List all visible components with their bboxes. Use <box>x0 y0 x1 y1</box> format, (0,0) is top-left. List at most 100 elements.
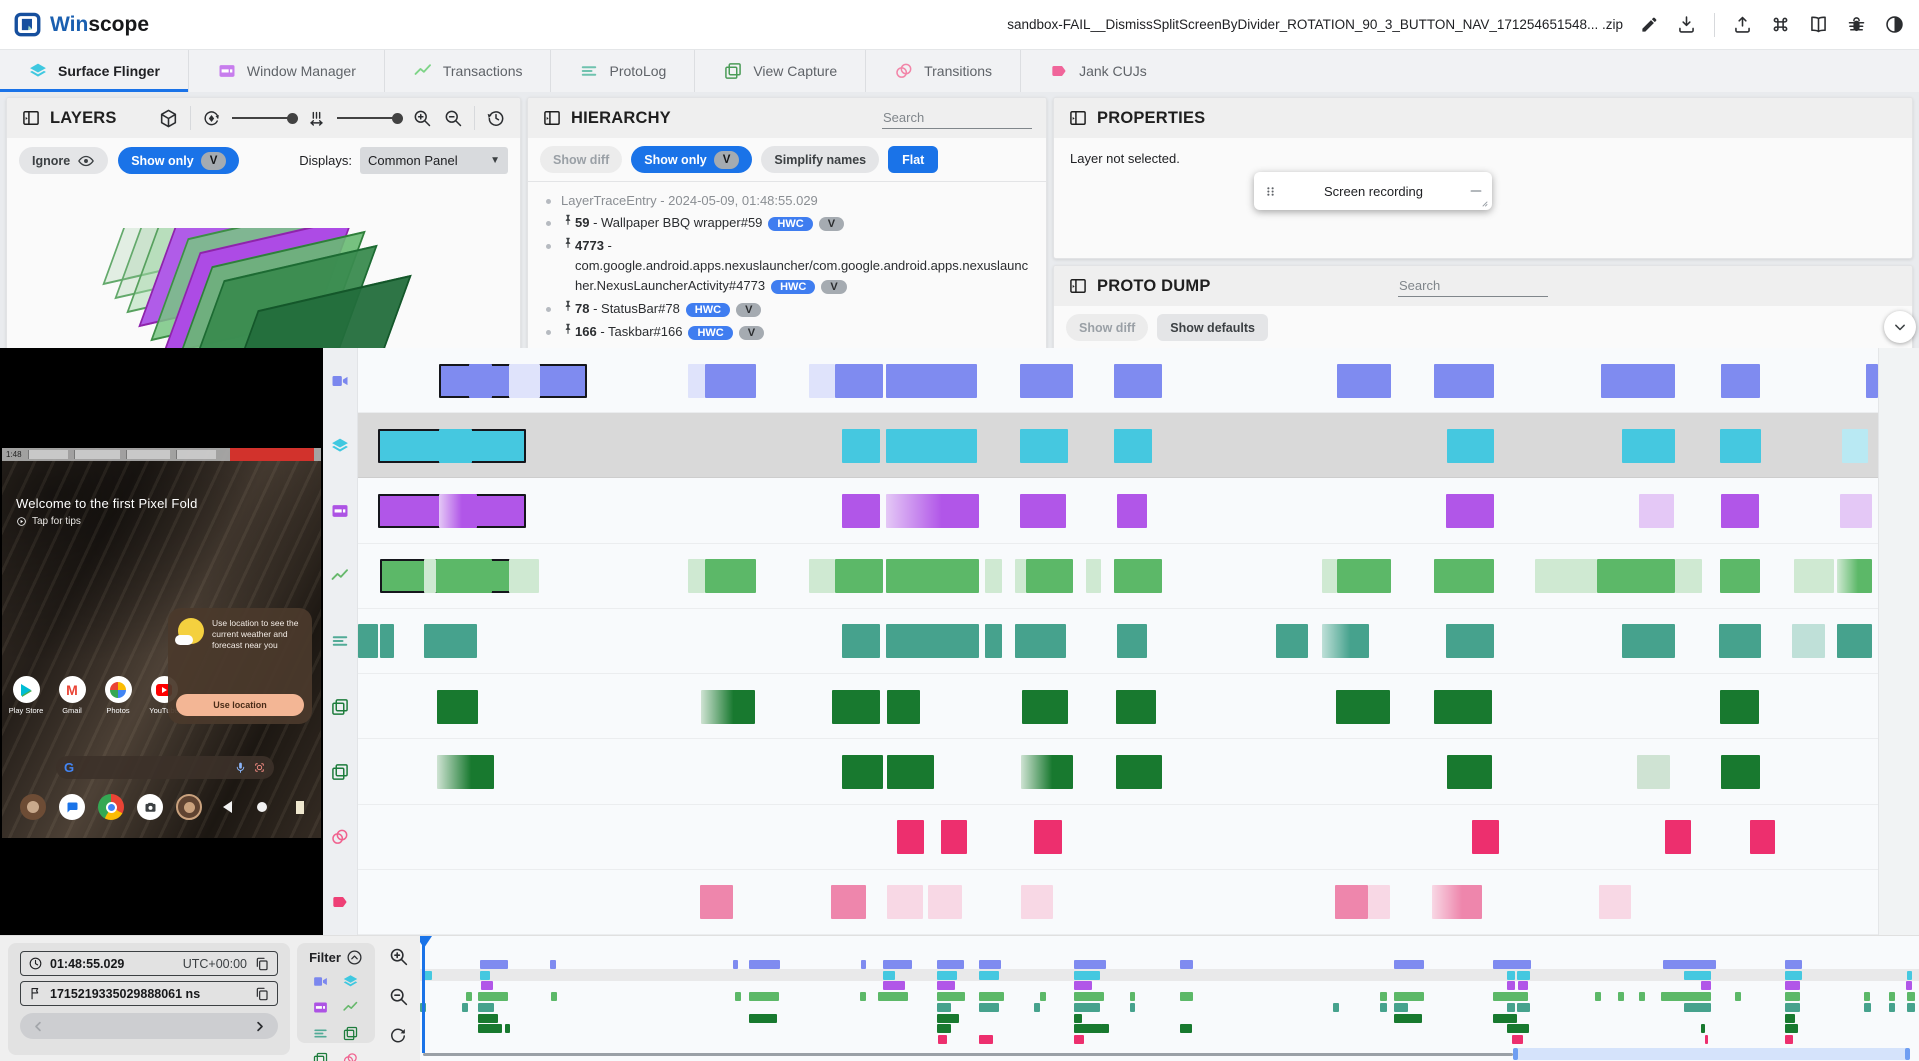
trace-entry-block[interactable] <box>688 363 705 398</box>
trace-entry-block[interactable] <box>1026 559 1073 594</box>
trace-entry-block[interactable] <box>1637 754 1670 789</box>
show-defaults-button[interactable]: Show defaults <box>1157 314 1268 341</box>
minimap-zoom-out-button[interactable] <box>388 986 409 1007</box>
trace-entry-block[interactable] <box>842 493 880 528</box>
trace-entry-block[interactable] <box>1021 885 1053 920</box>
trace-entry-block[interactable] <box>1117 493 1147 528</box>
human-time-field[interactable]: 01:48:55.029 UTC+00:00 <box>20 951 278 976</box>
trace-entry-block[interactable] <box>1015 559 1026 594</box>
trace-entry-block[interactable] <box>886 493 979 528</box>
displays-select[interactable]: Common Panel ▼ <box>360 147 508 174</box>
trace-entry-block[interactable] <box>1116 689 1156 724</box>
trace-entry-block[interactable] <box>1721 363 1760 398</box>
filter-toggle-lines[interactable] <box>312 1025 330 1045</box>
trace-entry-block[interactable] <box>688 559 705 594</box>
trace-entry-block[interactable] <box>1837 559 1872 594</box>
transactions-icon[interactable] <box>330 566 350 586</box>
hierarchy-tree-item[interactable]: 4773 - com.google.android.apps.nexuslaun… <box>542 235 1032 298</box>
trace-entry-block[interactable] <box>1792 624 1825 659</box>
drag-handle-icon[interactable] <box>1262 183 1279 200</box>
trace-row-window-manager[interactable] <box>358 478 1878 544</box>
trace-row-surface-flinger[interactable] <box>358 413 1878 479</box>
trace-entry-block[interactable] <box>1021 754 1073 789</box>
trace-entry-block[interactable] <box>1721 493 1759 528</box>
trace-entry-block[interactable] <box>1719 624 1761 659</box>
trace-entry-block[interactable] <box>842 624 880 659</box>
trace-entry-block[interactable] <box>809 363 835 398</box>
tab-protolog[interactable]: ProtoLog <box>550 50 694 92</box>
filter-toggle-window[interactable] <box>312 999 330 1019</box>
zoom-out-button[interactable] <box>443 108 463 128</box>
edit-file-button[interactable] <box>1640 15 1659 34</box>
protolog-icon[interactable] <box>330 631 350 651</box>
hierarchy-search-input[interactable] <box>882 107 1032 129</box>
trace-entry-block[interactable] <box>436 559 492 594</box>
reset-view-button[interactable] <box>486 108 506 128</box>
trace-row-view-capture-2[interactable] <box>358 739 1878 805</box>
trace-entry-block[interactable] <box>835 363 883 398</box>
trace-entry-block[interactable] <box>1020 428 1068 463</box>
trace-row-protolog[interactable] <box>358 609 1878 675</box>
trace-entry-block[interactable] <box>941 820 967 855</box>
trace-entry-block[interactable] <box>1015 624 1066 659</box>
trace-entry-block[interactable] <box>469 363 492 398</box>
previous-entry-button[interactable] <box>30 1018 47 1035</box>
screen-recording-icon[interactable] <box>330 371 350 391</box>
trace-entry-block[interactable] <box>439 428 472 463</box>
trace-entry-block[interactable] <box>1322 624 1369 659</box>
show-only-visible-button[interactable]: Show only V <box>118 147 240 174</box>
spacing-slider[interactable] <box>337 112 403 124</box>
nanosecond-time-field[interactable]: 1715219335029888061 ns <box>20 981 278 1006</box>
trace-row-view-capture[interactable] <box>358 674 1878 740</box>
simplify-names-button[interactable]: Simplify names <box>761 146 880 173</box>
trace-entry-block[interactable] <box>886 624 979 659</box>
filter-toggle-videocam[interactable] <box>312 973 330 993</box>
trace-row-jank-cujs[interactable] <box>358 870 1878 935</box>
trace-entry-block[interactable] <box>928 885 962 920</box>
trace-entry-block[interactable] <box>1117 624 1147 659</box>
spacing-button[interactable] <box>307 109 326 128</box>
trace-row-transitions[interactable] <box>358 805 1878 870</box>
minimap-zoom-range[interactable] <box>1513 1048 1910 1060</box>
tab-transactions[interactable]: Transactions <box>383 50 551 92</box>
trace-entry-block[interactable] <box>1601 363 1675 398</box>
trace-entry-block[interactable] <box>1322 559 1337 594</box>
hierarchy-tree-item[interactable]: 59 - Wallpaper BBQ wrapper#59 HWC V <box>542 212 1032 235</box>
minimap-cursor[interactable] <box>422 945 425 1053</box>
documentation-button[interactable] <box>1808 14 1829 35</box>
trace-entry-block[interactable] <box>832 689 880 724</box>
trace-entry-block[interactable] <box>1842 428 1868 463</box>
trace-entry-block[interactable] <box>424 624 477 659</box>
trace-entry-block[interactable] <box>705 363 756 398</box>
trace-entry-block[interactable] <box>1022 689 1068 724</box>
window-manager-icon[interactable] <box>330 501 350 521</box>
trace-entry-block[interactable] <box>1622 624 1675 659</box>
zoom-in-button[interactable] <box>412 108 432 128</box>
trace-entry-block[interactable] <box>1337 363 1391 398</box>
tab-transitions[interactable]: Transitions <box>865 50 1020 92</box>
trace-entry-block[interactable] <box>1020 493 1066 528</box>
trace-entry-block[interactable] <box>1794 559 1834 594</box>
next-entry-button[interactable] <box>251 1018 268 1035</box>
tab-jank-cujs[interactable]: Jank CUJs <box>1020 50 1175 92</box>
trace-entry-block[interactable] <box>897 820 924 855</box>
trace-entry-block[interactable] <box>1720 428 1761 463</box>
trace-entry-block[interactable] <box>1335 885 1368 920</box>
trace-row-transactions[interactable] <box>358 544 1878 609</box>
trace-entry-block[interactable] <box>1446 493 1494 528</box>
panel-collapse-icon[interactable] <box>1068 108 1088 128</box>
trace-entry-block[interactable] <box>1597 559 1675 594</box>
surface-flinger-icon[interactable] <box>330 436 350 456</box>
dark-mode-toggle[interactable] <box>1884 14 1905 35</box>
filter-toggle-squares[interactable] <box>312 1051 330 1061</box>
trace-entry-block[interactable] <box>1622 428 1675 463</box>
trace-entry-block[interactable] <box>1447 754 1492 789</box>
copy-ns-button[interactable] <box>254 986 270 1002</box>
show-diff-button[interactable]: Show diff <box>1066 314 1149 341</box>
trace-entry-block[interactable] <box>1446 624 1494 659</box>
trace-entry-block[interactable] <box>1114 559 1162 594</box>
minimize-icon[interactable] <box>1468 183 1484 199</box>
trace-rows[interactable] <box>358 348 1878 935</box>
flat-button[interactable]: Flat <box>888 146 939 173</box>
trace-entry-block[interactable] <box>1434 363 1494 398</box>
